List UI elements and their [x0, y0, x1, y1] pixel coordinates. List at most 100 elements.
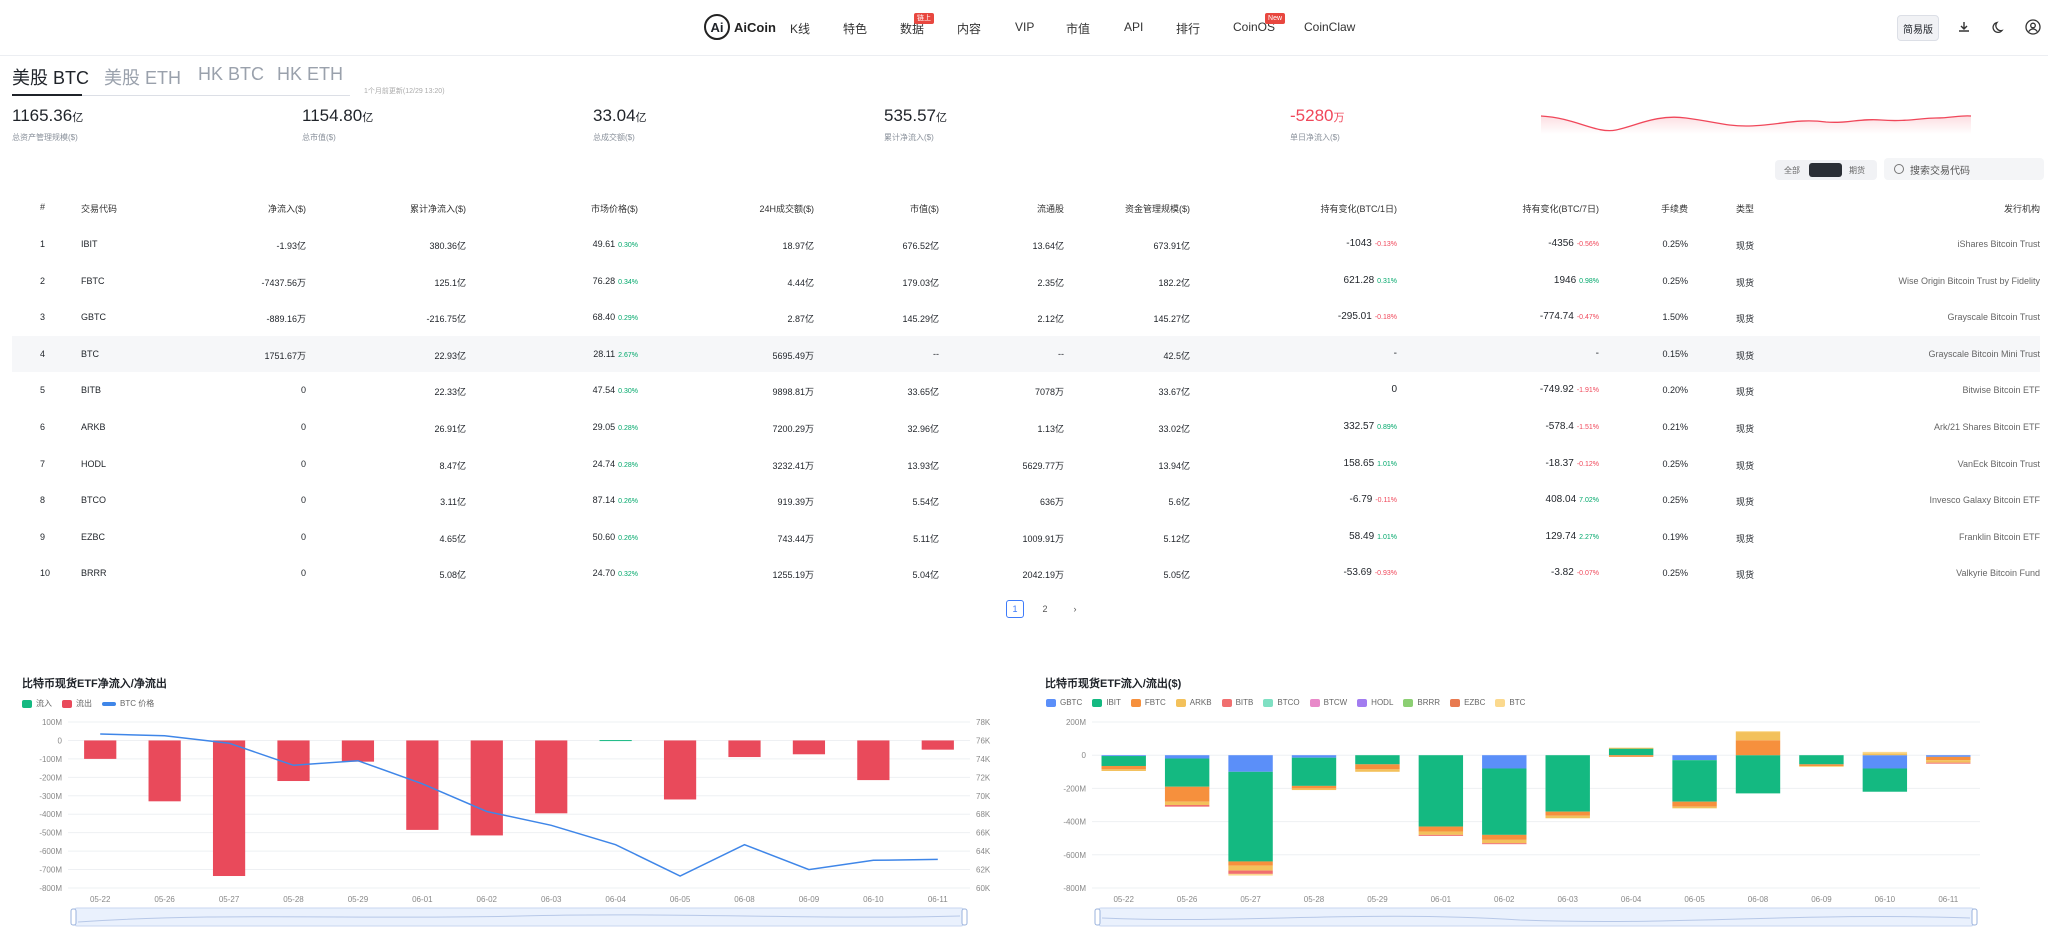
legend-inflow[interactable]: 流入: [22, 698, 52, 709]
nav-data-label: 数据: [900, 22, 925, 36]
table-row[interactable]: 3 GBTC -889.16万 -216.75亿 68.40 0.29% 2.87亿 145.…: [12, 299, 2040, 335]
nav-market-cap[interactable]: 市值: [1066, 22, 1091, 36]
col-shares[interactable]: 流通股: [1036, 204, 1064, 214]
col-fee[interactable]: 手续费: [1660, 204, 1688, 214]
cell-value: 919.39万: [777, 497, 814, 508]
legend-btc[interactable]: BTC: [1495, 698, 1525, 707]
filter-spot-selected[interactable]: [1809, 163, 1842, 177]
cell-value: 13.94亿: [1158, 460, 1190, 471]
legend-gbtc[interactable]: GBTC: [1046, 698, 1082, 707]
col-net-inflow[interactable]: 净流入($): [268, 204, 306, 214]
next-page-button[interactable]: ›: [1073, 604, 1077, 614]
legend-brrr[interactable]: BRRR: [1403, 698, 1440, 707]
y-tick-label: 0: [58, 736, 63, 745]
legend-arkb[interactable]: ARKB: [1175, 698, 1212, 707]
cell-code[interactable]: EZBC: [81, 532, 105, 542]
cell-price: 28.11 2.67%: [593, 349, 638, 359]
y-tick-label: -200M: [39, 773, 62, 782]
cell-code[interactable]: BTC: [81, 349, 99, 359]
nav-api[interactable]: API: [1124, 20, 1144, 34]
cell-issuer: Invesco Galaxy Bitcoin ETF: [1929, 495, 2040, 505]
cell-vol: 9898.81万: [772, 385, 814, 398]
cell-value: 380.36亿: [429, 241, 466, 251]
nav-kline[interactable]: K线: [790, 22, 811, 36]
nav-features[interactable]: 特色: [843, 22, 868, 36]
table-row[interactable]: 1 IBIT -1.93亿 380.36亿 49.61 0.30% 18.97亿 676.52…: [12, 226, 2040, 262]
nav-data[interactable]: 数据 链上: [900, 13, 935, 37]
nav-content[interactable]: 内容: [957, 22, 982, 36]
col-24h-volume[interactable]: 24H成交额($): [759, 204, 814, 214]
tab-us-btc[interactable]: 美股 BTC: [12, 68, 90, 88]
table-row[interactable]: 6 ARKB 0 26.91亿 29.05 0.28% 7200.29万 32.96亿 1.13…: [12, 409, 2040, 445]
tab-hk-btc[interactable]: HK BTC: [198, 64, 265, 84]
daily-inflow-sparkline: [1540, 115, 1972, 134]
legend-ezbc[interactable]: EZBC: [1450, 698, 1485, 707]
col-holding-7d[interactable]: 持有变化(BTC/7日): [1522, 204, 1599, 214]
legend-fbtc[interactable]: FBTC: [1130, 698, 1166, 707]
legend-hodl[interactable]: HODL: [1357, 698, 1393, 707]
table-row[interactable]: 7 HODL 0 8.47亿 24.74 0.28% 3232.41万 13.93亿 5629.…: [12, 446, 2040, 482]
cell-mcap: 676.52亿: [902, 239, 939, 252]
flow-bar-gbtc: [1101, 755, 1146, 757]
zoom-handle-right[interactable]: [961, 908, 968, 926]
user-icon[interactable]: [2024, 18, 2042, 36]
tab-hk-eth[interactable]: HK ETH: [277, 64, 344, 84]
cell-code[interactable]: ARKB: [81, 422, 106, 432]
col-market-cap[interactable]: 市值($): [910, 204, 939, 214]
simple-mode-button[interactable]: 简易版: [1897, 15, 1939, 41]
table-row[interactable]: 9 EZBC 0 4.65亿 50.60 0.26% 743.44万 5.11亿 1009.91…: [12, 519, 2040, 555]
cell-h1: 621.28 0.31%: [1344, 275, 1397, 286]
col-cumulative-inflow[interactable]: 累计净流入($): [410, 204, 466, 214]
cell-change-pct: 0.31%: [1377, 277, 1397, 285]
y-tick-label: -100M: [39, 755, 62, 764]
filter-all[interactable]: 全部: [1784, 166, 1800, 175]
legend-ibit[interactable]: IBIT: [1092, 698, 1121, 707]
table-row[interactable]: 2 FBTC -7437.56万 125.1亿 76.28 0.34% 4.44亿 179.0…: [12, 263, 2040, 299]
cell-code[interactable]: BITB: [81, 385, 101, 395]
cell-change-pct: -0.13%: [1374, 241, 1397, 248]
col-market-price[interactable]: 市场价格($): [591, 204, 638, 214]
legend-btco[interactable]: BTCO: [1263, 698, 1300, 707]
cell-code[interactable]: IBIT: [81, 239, 98, 249]
cell-code[interactable]: BTCO: [81, 495, 106, 505]
moon-icon[interactable]: [1990, 18, 2008, 36]
zoom-handle-left[interactable]: [1094, 908, 1101, 926]
cell-code[interactable]: BRRR: [81, 568, 107, 578]
table-row[interactable]: 5 BITB 0 22.33亿 47.54 0.30% 9898.81万 33.65亿 7078…: [12, 372, 2040, 408]
x-tick-label: 06-09: [1811, 895, 1832, 904]
tab-us-eth[interactable]: 美股 ETH: [104, 68, 182, 88]
nav-coinos[interactable]: CoinOS New: [1233, 13, 1286, 34]
chart2-legend: GBTC IBIT FBTC ARKB BITB BTCO BTCW HODL BRRR EZBC…: [1046, 698, 1525, 707]
update-timestamp: 1个月前更新(12/29 13:20): [364, 88, 445, 95]
page-2-button[interactable]: 2: [1042, 604, 1048, 614]
zoom-handle-left[interactable]: [70, 908, 77, 926]
logo[interactable]: Ai AiCoin: [704, 14, 776, 40]
legend-bitb[interactable]: BITB: [1221, 698, 1253, 707]
stat-value: 535.57: [884, 106, 936, 125]
cell-aum: 182.2亿: [1158, 276, 1190, 289]
filter-futures[interactable]: 期货: [1849, 166, 1865, 175]
cell-mcap: 5.54亿: [912, 495, 939, 508]
nav-ranking[interactable]: 排行: [1176, 22, 1201, 36]
cell-code[interactable]: HODL: [81, 459, 106, 469]
download-icon[interactable]: [1955, 18, 1973, 36]
legend-btc-price[interactable]: BTC 价格: [102, 698, 154, 709]
table-row[interactable]: 8 BTCO 0 3.11亿 87.14 0.26% 919.39万 5.54亿 636万 5.6…: [12, 482, 2040, 518]
table-row[interactable]: 4 BTC 1751.67万 22.93亿 28.11 2.67% 5695.49万 -- --…: [12, 335, 2040, 372]
nav-coinclaw[interactable]: CoinClaw: [1304, 20, 1356, 34]
cell-value: 1: [40, 239, 46, 249]
cell-value: 7: [40, 458, 46, 469]
cell-code[interactable]: GBTC: [81, 312, 106, 322]
search-input[interactable]: 搜索交易代码: [1884, 158, 2044, 180]
page-1-button[interactable]: 1: [1006, 600, 1024, 618]
col-holding-1d[interactable]: 持有变化(BTC/1日): [1320, 204, 1397, 214]
legend-outflow[interactable]: 流出: [62, 698, 92, 709]
table-row[interactable]: 10 BRRR 0 5.08亿 24.70 0.32% 1255.19万 5.04亿 2042.…: [12, 555, 2040, 591]
col-aum[interactable]: 资金管理规模($): [1125, 204, 1190, 214]
nav-vip[interactable]: VIP: [1015, 20, 1035, 34]
cell-value: 47.54: [592, 385, 616, 396]
legend-btcw[interactable]: BTCW: [1309, 698, 1347, 707]
cell-value: 26.91亿: [434, 424, 466, 434]
zoom-handle-right[interactable]: [1971, 908, 1978, 926]
cell-code[interactable]: FBTC: [81, 276, 105, 286]
